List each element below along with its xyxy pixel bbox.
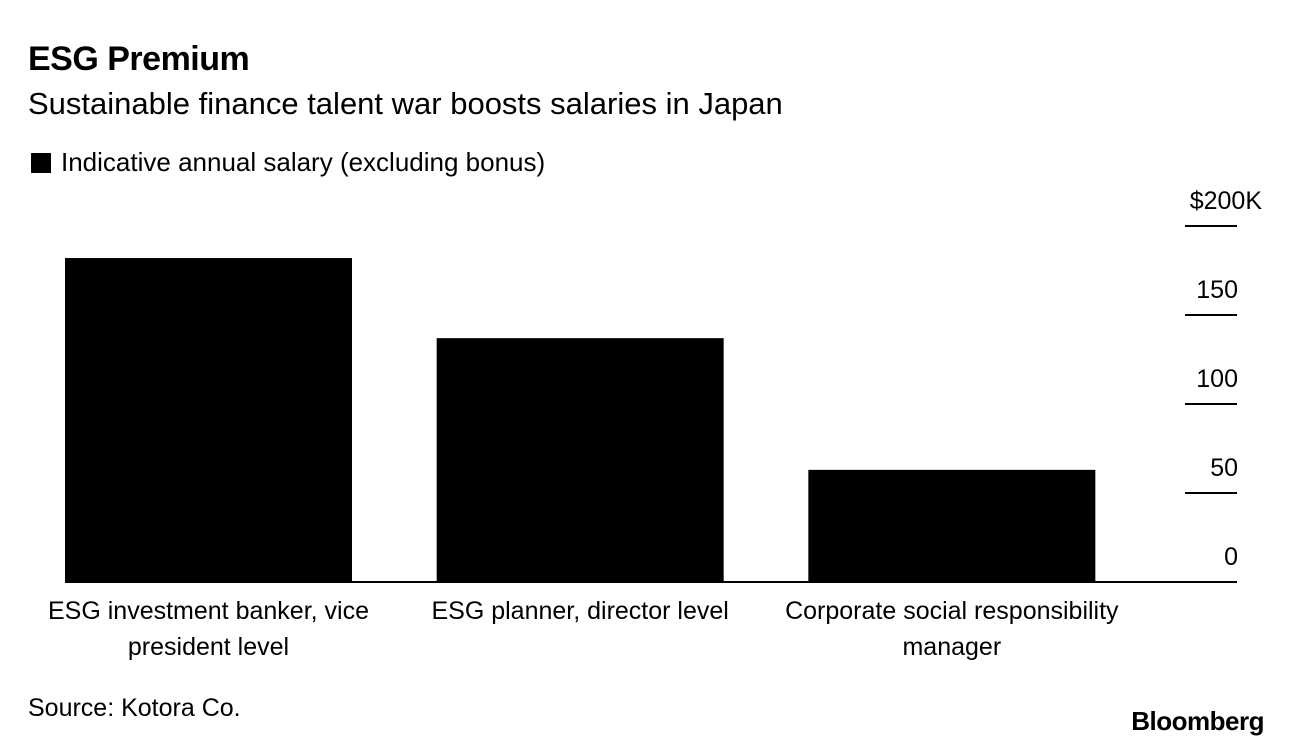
y-tick-label: 0 bbox=[1224, 543, 1238, 571]
chart-title: ESG Premium bbox=[28, 40, 250, 78]
y-tick-label: $200K bbox=[1190, 187, 1263, 215]
x-category-label: manager bbox=[902, 633, 1001, 661]
x-category-label: president level bbox=[128, 633, 289, 661]
bar-chart: 0 50 100 150 $200K ESG investment banker, vic… bbox=[48, 187, 1263, 661]
y-tick-label: 50 bbox=[1210, 454, 1238, 482]
x-category-label: ESG investment banker, vice bbox=[48, 597, 369, 625]
legend-label: Indicative annual salary (excluding bonu… bbox=[61, 147, 546, 177]
legend-swatch bbox=[31, 152, 51, 173]
y-tick-label: 100 bbox=[1196, 365, 1238, 393]
x-category-label: ESG planner, director level bbox=[431, 597, 728, 625]
bar bbox=[436, 338, 724, 582]
y-tick-label: 150 bbox=[1196, 276, 1238, 304]
chart-subtitle: Sustainable finance talent war boosts sa… bbox=[28, 86, 783, 121]
bar bbox=[65, 258, 352, 582]
x-category-label: Corporate social responsibility bbox=[785, 597, 1119, 625]
source-note: Source: Kotora Co. bbox=[28, 694, 241, 722]
legend: Indicative annual salary (excluding bonu… bbox=[31, 147, 545, 178]
brand-logo: Bloomberg bbox=[1131, 706, 1264, 736]
bar bbox=[808, 469, 1096, 582]
